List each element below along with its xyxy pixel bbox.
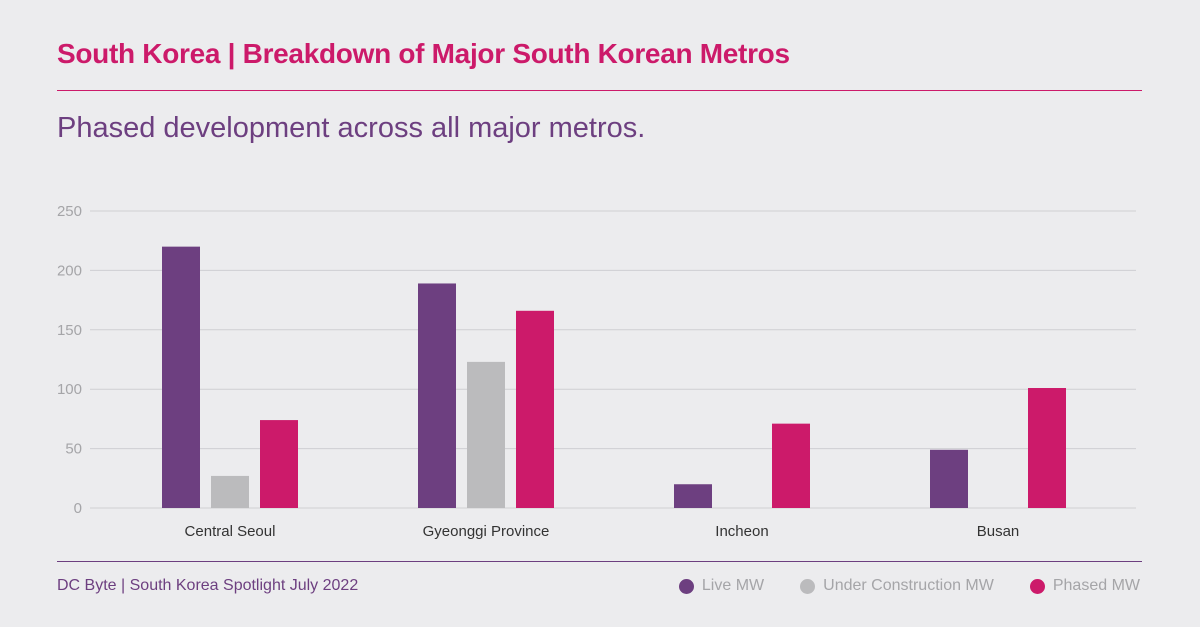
bar-phased-mw xyxy=(772,423,810,508)
bar-phased-mw xyxy=(1028,388,1066,508)
legend-item-phased: Phased MW xyxy=(1029,577,1140,595)
legend-label: Phased MW xyxy=(1052,577,1140,594)
x-tick-label: Gyeonggi Province xyxy=(423,523,550,540)
legend-dot xyxy=(678,578,694,594)
x-tick-label: Incheon xyxy=(715,523,768,540)
y-tick-label: 0 xyxy=(74,500,82,517)
bar-phased-mw xyxy=(516,310,554,508)
legend-item-under-construction: Under Construction MW xyxy=(800,577,994,595)
page-subtitle: Phased development across all major metr… xyxy=(57,112,646,144)
y-tick-label: 50 xyxy=(65,441,82,458)
legend-dot xyxy=(1029,578,1045,594)
page-title: South Korea | Breakdown of Major South K… xyxy=(57,38,790,69)
legend-label: Under Construction MW xyxy=(823,577,994,594)
legend-dot xyxy=(800,578,816,594)
bar-chart: 0 50 100 150 200 250 Central Seoul Gyeonggi Pro… xyxy=(57,203,1136,540)
title-divider xyxy=(57,90,1142,91)
bar-live-mw xyxy=(162,246,200,508)
bar-phased-mw xyxy=(260,420,298,508)
x-tick-label: Busan xyxy=(977,523,1020,540)
y-tick-label: 100 xyxy=(57,381,82,398)
x-tick-label: Central Seoul xyxy=(185,523,276,540)
bar-under-construction-mw xyxy=(211,475,249,508)
legend-label: Live MW xyxy=(701,577,765,594)
footer-divider xyxy=(57,561,1142,562)
bar-live-mw xyxy=(418,283,456,508)
y-tick-label: 150 xyxy=(57,322,82,339)
y-tick-label: 200 xyxy=(57,262,82,279)
bar-live-mw xyxy=(930,449,968,508)
bar-live-mw xyxy=(674,484,712,508)
legend-item-live: Live MW xyxy=(678,577,765,595)
bar-under-construction-mw xyxy=(467,361,505,508)
legend: Live MW Under Construction MW Phased MW xyxy=(678,577,1140,595)
source-text: DC Byte | South Korea Spotlight July 202… xyxy=(57,577,359,594)
y-tick-label: 250 xyxy=(57,203,82,220)
